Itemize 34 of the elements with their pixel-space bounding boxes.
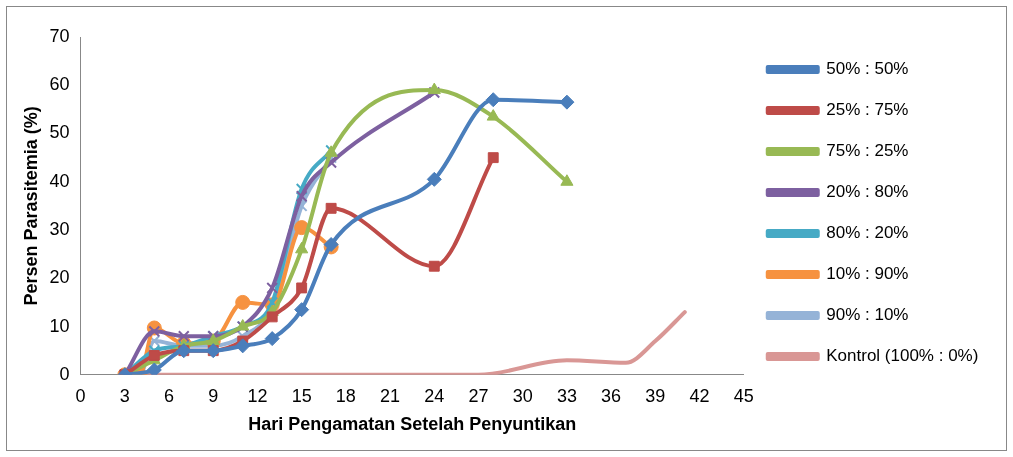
y-tick-label: 20 [49,267,70,288]
x-tick-label: 18 [335,385,356,406]
legend-label: 80% : 20% [826,223,909,243]
legend-label: 75% : 25% [826,141,909,161]
x-tick-label: 42 [689,385,710,406]
x-tick-label: 9 [208,385,219,406]
x-tick-label: 6 [164,385,175,406]
x-tick-label: 15 [291,385,312,406]
y-tick-label: 0 [59,363,70,384]
x-tick-label: 33 [556,385,577,406]
legend-label: 50% : 50% [826,59,909,79]
y-tick-label: 50 [49,122,70,143]
y-tick-label: 30 [49,219,70,239]
x-tick-label: 27 [468,385,489,406]
legend-label: Kontrol (100% : 0%) [826,346,979,366]
y-axis-title: Persen Parasitemia (%) [20,106,41,306]
x-tick-label: 3 [119,385,130,406]
legend-label: 10% : 90% [826,264,909,284]
x-tick-label: 39 [645,385,666,406]
x-tick-label: 36 [601,385,622,406]
x-tick-label: 24 [424,385,445,406]
y-tick-label: 10 [49,315,70,336]
y-tick-label: 70 [49,25,70,46]
x-tick-label: 30 [512,385,533,406]
y-tick-label: 60 [49,74,70,95]
legend-label: 20% : 80% [826,182,909,202]
x-axis-title: Hari Pengamatan Setelah Penyuntikan [248,414,577,435]
x-tick-label: 45 [733,385,754,406]
x-tick-label: 0 [75,385,86,406]
x-tick-label: 21 [380,385,401,406]
y-tick-label: 40 [49,170,70,191]
legend-label: 25% : 75% [826,100,909,120]
legend-label: 90% : 10% [826,305,909,325]
x-tick-label: 12 [247,385,268,406]
